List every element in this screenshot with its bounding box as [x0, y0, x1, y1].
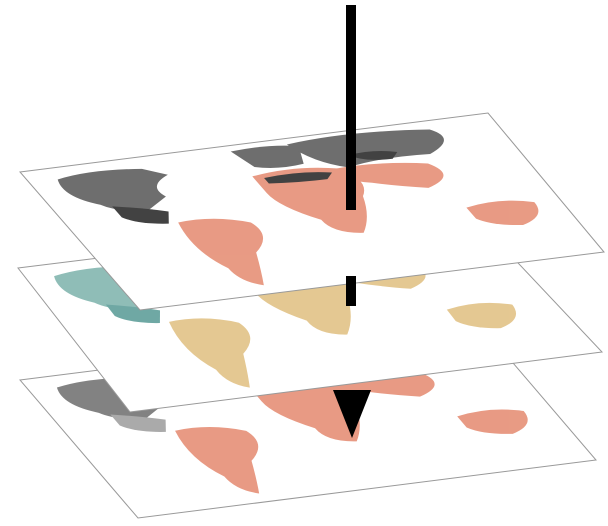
page: {} html, body { margin: 0; padding: 0; b… — [0, 0, 608, 526]
arrow-shaft — [346, 5, 356, 210]
arrow-shaft — [346, 276, 356, 306]
layered-map-diagram — [0, 0, 608, 526]
body — [0, 0, 608, 526]
